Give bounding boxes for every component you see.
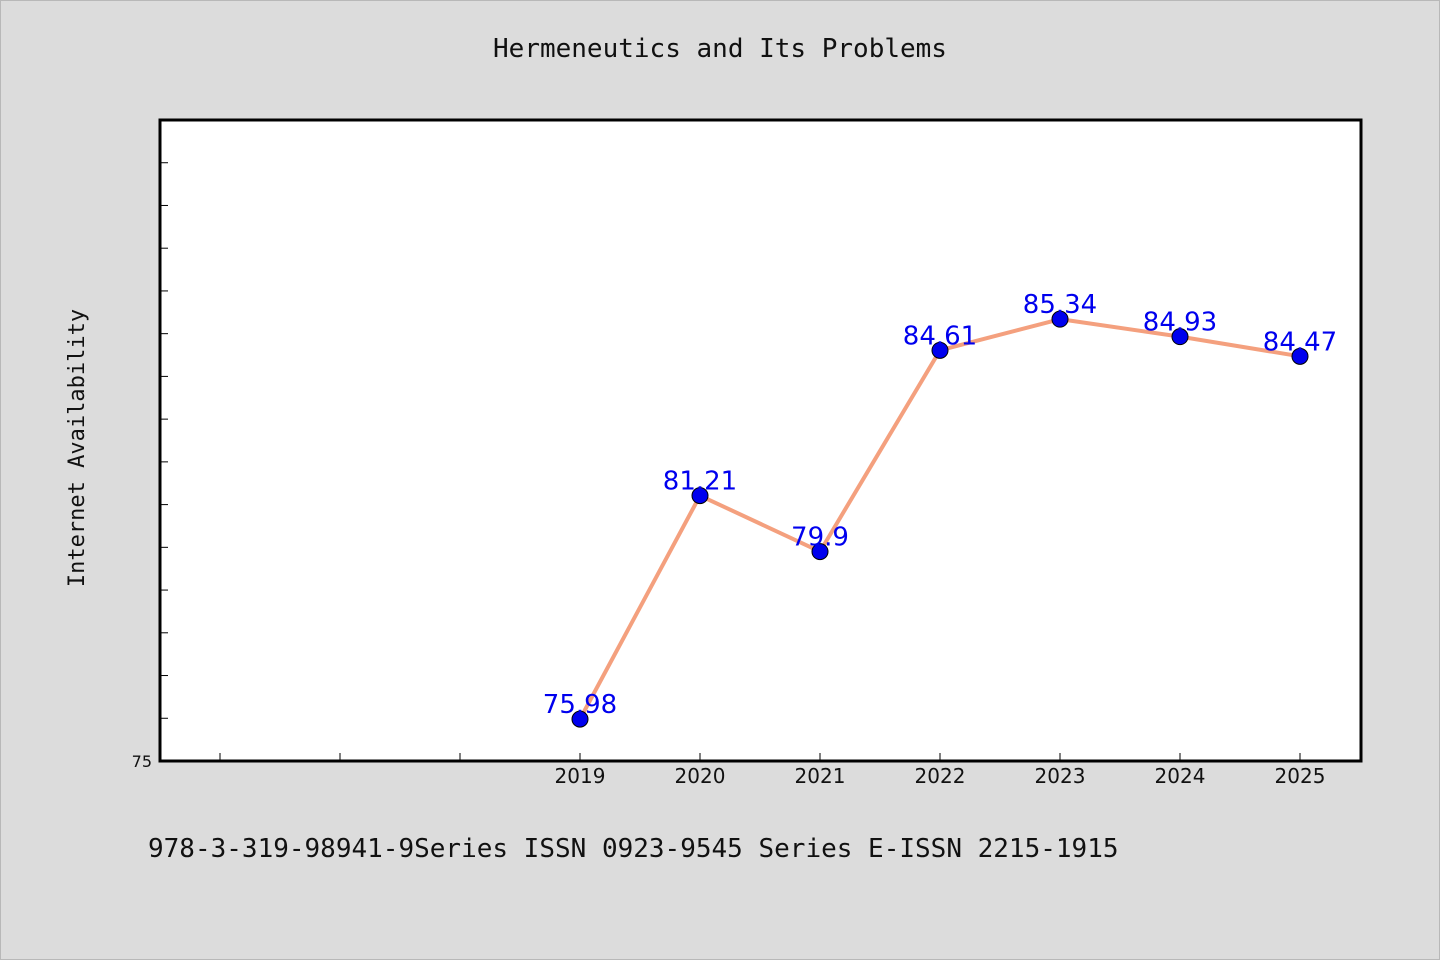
chart-title: Hermeneutics and Its Problems [493,34,947,64]
data-point [811,543,829,561]
plot-area [158,118,1363,763]
y-axis-label: Internet Availability [65,309,90,587]
data-label: 81.21 [663,467,737,497]
x-tick-label: 2021 [795,764,846,788]
data-label: 79.9 [791,523,849,553]
data-point [931,341,949,359]
data-label: 75.98 [543,690,617,720]
x-tick-label: 2020 [675,764,726,788]
x-tick-label: 2023 [1035,764,1086,788]
data-label: 84.61 [903,321,977,351]
data-point [1051,310,1069,328]
x-tick-label: 2022 [915,764,966,788]
footer-text: 978-3-319-98941-9Series ISSN 0923-9545 S… [148,834,1119,864]
data-label: 84.47 [1263,327,1337,357]
data-label: 85.34 [1023,290,1097,320]
y-tick-label: 75 [132,752,152,771]
x-tick-label: 2024 [1155,764,1206,788]
x-tick-label: 2019 [555,764,606,788]
data-point [571,710,589,728]
data-label: 84.93 [1143,308,1217,338]
data-point [691,487,709,505]
data-point [1171,328,1189,346]
data-point [1291,347,1309,365]
x-tick-label: 2025 [1275,764,1326,788]
